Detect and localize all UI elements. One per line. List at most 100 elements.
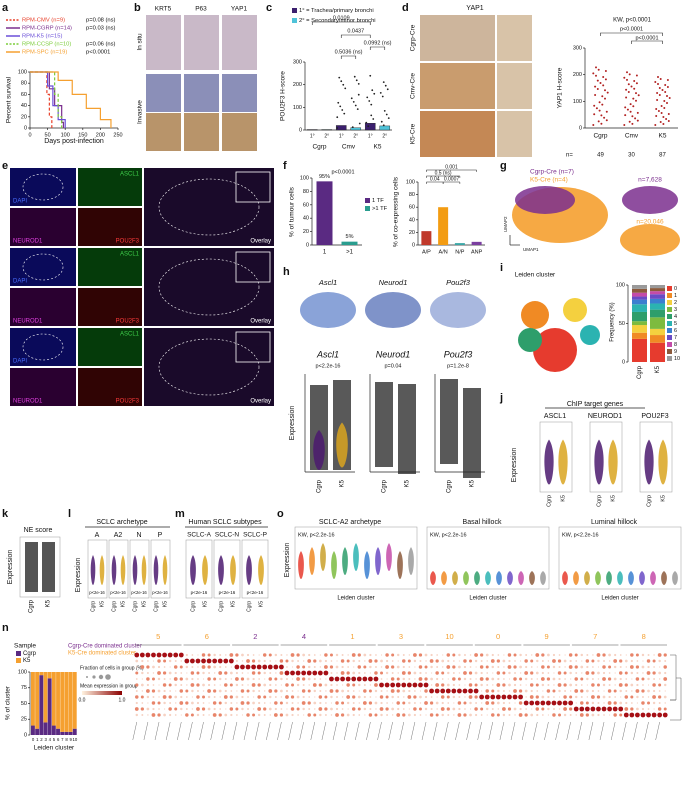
- gene-label-stub: [277, 721, 282, 741]
- violin: [639, 571, 645, 585]
- x-tick-label: Cgrp: [218, 601, 224, 612]
- dot: [664, 660, 667, 662]
- dot: [208, 672, 211, 674]
- channel-label: POU2F3: [116, 239, 140, 245]
- y-tick-label: 40: [21, 103, 27, 109]
- dot: [152, 660, 155, 662]
- dot: [269, 660, 272, 662]
- violin: [573, 571, 579, 585]
- dot: [664, 671, 667, 675]
- stacked-bar: [632, 321, 647, 326]
- data-point: [370, 114, 373, 117]
- dot: [541, 665, 545, 669]
- x-tick-label: K5: [120, 601, 126, 607]
- dot: [613, 665, 617, 669]
- y-tick-label: 20: [21, 114, 27, 120]
- dot: [152, 696, 155, 698]
- y-tick-label: 300: [293, 59, 302, 65]
- dot: [524, 659, 528, 663]
- dot: [397, 672, 399, 674]
- dot: [279, 713, 284, 717]
- dot: [469, 654, 472, 656]
- dot: [167, 652, 173, 658]
- gene-label-stub: [188, 721, 193, 741]
- cluster-label: 7: [593, 632, 597, 641]
- dot: [475, 702, 478, 704]
- violin: [507, 571, 513, 585]
- x-tick-label: Cgrp: [637, 365, 643, 379]
- dot: [219, 708, 222, 710]
- dot: [642, 672, 644, 674]
- dot: [624, 707, 629, 711]
- dot: [412, 682, 418, 688]
- gene-label-stub: [132, 721, 138, 741]
- dot: [268, 653, 272, 657]
- image-panel: [146, 15, 181, 70]
- group-label: Cmv: [342, 144, 356, 151]
- legend-swatch: [667, 356, 672, 361]
- dot: [579, 706, 585, 712]
- dot: [518, 701, 523, 705]
- dot: [574, 665, 578, 669]
- image-panel: [144, 248, 274, 326]
- bar: [454, 243, 465, 245]
- x-tick-label: K5: [46, 599, 52, 607]
- dot: [525, 696, 527, 698]
- dot: [346, 659, 350, 663]
- dot: [135, 690, 138, 692]
- dot: [302, 665, 306, 669]
- dot: [163, 666, 166, 668]
- channel-label: NEUROD1: [13, 319, 43, 325]
- violin: [606, 571, 612, 585]
- x-tick-label: 1°: [368, 133, 373, 139]
- dot: [302, 684, 305, 686]
- dot: [185, 653, 188, 657]
- x-tick-label: Cgrp: [111, 601, 117, 612]
- dot: [168, 707, 172, 711]
- dot: [346, 683, 350, 687]
- dot: [524, 671, 529, 675]
- bracket: [631, 40, 663, 44]
- dot: [623, 712, 629, 718]
- dot: [402, 708, 405, 710]
- dot: [246, 659, 250, 663]
- dot: [234, 664, 240, 670]
- data-point: [637, 94, 640, 97]
- dot: [179, 701, 184, 705]
- dot: [441, 671, 445, 675]
- dot: [624, 659, 628, 663]
- data-point: [603, 116, 606, 119]
- x-axis-label: Leiden cluster: [34, 745, 75, 752]
- data-point: [602, 76, 605, 78]
- data-point: [658, 87, 661, 89]
- gene-label-stub: [221, 721, 227, 741]
- dot: [496, 659, 500, 663]
- x-tick-label: K5: [560, 495, 566, 502]
- dot: [241, 660, 244, 662]
- dot: [169, 690, 172, 692]
- dot: [319, 713, 322, 717]
- dot: [352, 659, 355, 663]
- dot: [157, 689, 161, 693]
- stacked-bar: [632, 332, 647, 339]
- dot: [613, 713, 617, 717]
- dot: [497, 666, 500, 668]
- row-label: Invasive: [137, 100, 144, 124]
- x-tick-label: 1°: [310, 133, 315, 139]
- dot: [330, 660, 333, 662]
- dot: [219, 654, 222, 656]
- dot: [141, 678, 143, 680]
- gene-label-stub: [243, 721, 249, 741]
- dot: [264, 678, 266, 680]
- dot: [285, 695, 289, 699]
- dot: [285, 659, 289, 663]
- dot: [212, 713, 217, 717]
- gene-label-stub: [432, 721, 438, 741]
- color-bar: [82, 691, 122, 695]
- stacked-bar: [632, 285, 647, 289]
- stacked-bar: [31, 725, 35, 735]
- dot: [641, 701, 645, 705]
- dot: [391, 653, 395, 657]
- violin: [313, 430, 325, 470]
- dot: [513, 653, 517, 657]
